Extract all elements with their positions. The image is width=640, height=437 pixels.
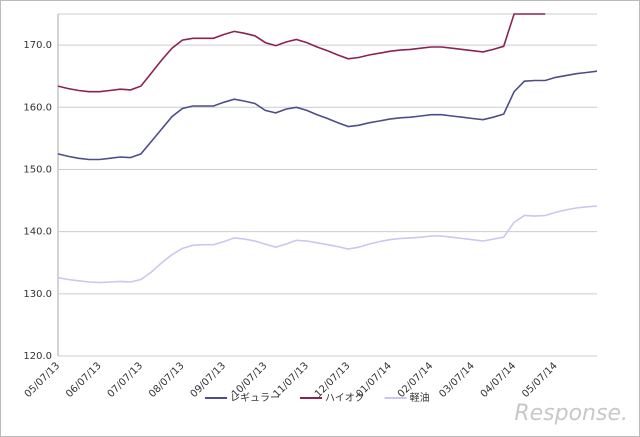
y-tick-label: 120.0 xyxy=(23,351,52,362)
series-line xyxy=(57,205,598,284)
legend-label: ハイオク xyxy=(325,392,365,404)
y-tick-label: 170.0 xyxy=(23,40,52,51)
y-tick-label: 160.0 xyxy=(23,102,52,113)
y-tick-label: 140.0 xyxy=(23,227,52,238)
y-tick-label: 150.0 xyxy=(23,164,52,175)
legend-label: 軽油 xyxy=(410,391,430,404)
legend-label: レギュラー xyxy=(230,392,280,404)
series-line xyxy=(57,13,546,93)
y-tick-label: 130.0 xyxy=(23,289,52,300)
series-line xyxy=(57,70,598,161)
watermark: Response. xyxy=(514,401,628,426)
